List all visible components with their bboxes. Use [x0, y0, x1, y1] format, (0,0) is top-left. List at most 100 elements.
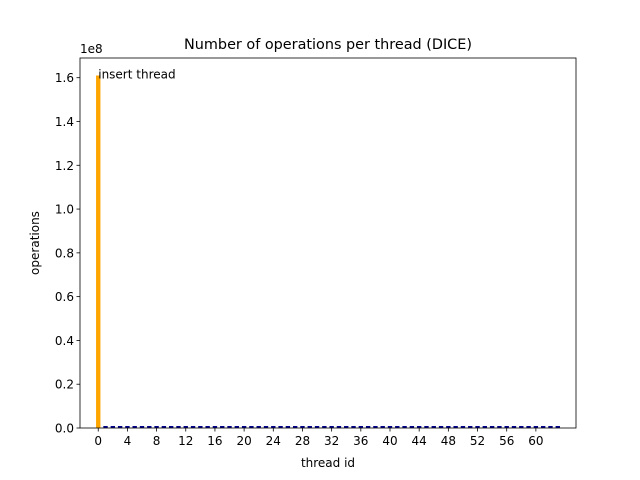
worker-thread-bar — [161, 426, 167, 428]
worker-thread-bar — [117, 426, 123, 428]
x-tick-label: 44 — [412, 434, 427, 448]
y-tick-label: 0.0 — [55, 422, 74, 436]
worker-thread-bar — [395, 426, 400, 428]
worker-thread-bar — [424, 426, 429, 428]
worker-thread-bar — [154, 426, 159, 428]
worker-thread-bar — [300, 426, 305, 428]
worker-thread-bar — [234, 426, 240, 428]
worker-thread-bar — [132, 426, 137, 428]
x-tick-label: 16 — [207, 434, 222, 448]
insert-thread-bar — [96, 75, 101, 428]
worker-thread-bar — [336, 426, 342, 428]
worker-thread-bar — [387, 426, 393, 428]
worker-thread-bar — [322, 426, 327, 428]
worker-thread-bar — [431, 426, 436, 428]
worker-thread-bar — [351, 426, 356, 428]
worker-thread-bar — [438, 426, 444, 428]
y-tick-label: 0.6 — [55, 290, 74, 304]
x-tick-label: 40 — [382, 434, 397, 448]
worker-thread-bar — [497, 426, 502, 428]
worker-thread-bar — [314, 426, 320, 428]
worker-thread-bar — [198, 426, 203, 428]
x-tick-label: 36 — [353, 434, 368, 448]
worker-thread-bar — [416, 426, 422, 428]
y-tick-label: 1.6 — [55, 71, 74, 85]
y-tick-label: 1.2 — [55, 159, 74, 173]
worker-thread-bar — [147, 426, 152, 428]
worker-thread-bar — [358, 426, 364, 428]
worker-thread-bar — [482, 426, 488, 428]
worker-thread-bar — [292, 426, 298, 428]
worker-thread-bar — [511, 426, 517, 428]
worker-thread-bar — [285, 426, 291, 428]
x-tick-label: 0 — [94, 434, 102, 448]
annotations-group: insert thread — [98, 68, 175, 82]
worker-thread-bar — [526, 426, 531, 428]
worker-thread-bar — [227, 426, 232, 428]
axes-frame — [79, 57, 577, 429]
worker-thread-bar — [212, 426, 218, 428]
worker-thread-bar — [249, 426, 254, 428]
y-axis-offset-label: 1e8 — [80, 42, 103, 56]
x-tick-label: 28 — [295, 434, 310, 448]
x-tick-label: 48 — [441, 434, 456, 448]
worker-thread-bar — [125, 426, 130, 428]
worker-thread-bar — [168, 426, 174, 428]
x-axis-ticks: 0 4 8 12 16 20 24 28 32 36 40 44 48 52 56 60 — [94, 428, 544, 448]
worker-thread-bar — [489, 426, 495, 428]
worker-thread-bar — [271, 426, 276, 428]
x-tick-label: 4 — [124, 434, 132, 448]
worker-thread-bar — [460, 426, 466, 428]
worker-thread-bar — [220, 426, 225, 428]
x-tick-label: 60 — [528, 434, 543, 448]
worker-thread-bar — [540, 426, 546, 428]
x-tick-label: 32 — [324, 434, 339, 448]
worker-thread-bar — [519, 426, 524, 428]
y-tick-label: 1.0 — [55, 203, 74, 217]
worker-thread-bar — [241, 426, 247, 428]
worker-thread-bar — [548, 426, 553, 428]
worker-thread-bar — [373, 426, 378, 428]
worker-thread-bar — [103, 426, 108, 428]
worker-thread-bar — [533, 426, 539, 428]
y-tick-label: 0.2 — [55, 378, 74, 392]
y-tick-label: 1.4 — [55, 115, 74, 129]
worker-thread-bar — [329, 426, 334, 428]
worker-thread-bar — [409, 426, 415, 428]
worker-thread-bar — [380, 426, 385, 428]
worker-thread-bar — [555, 426, 560, 428]
worker-thread-bar — [402, 426, 407, 428]
bars-group — [96, 75, 560, 428]
worker-thread-bar — [256, 426, 261, 428]
worker-thread-bar — [344, 426, 349, 428]
worker-thread-bar — [475, 426, 480, 428]
x-tick-label: 12 — [178, 434, 193, 448]
worker-thread-bar — [504, 426, 509, 428]
x-axis-label: thread id — [301, 456, 355, 470]
worker-thread-bar — [468, 426, 473, 428]
x-tick-label: 24 — [266, 434, 281, 448]
x-tick-label: 52 — [470, 434, 485, 448]
y-tick-label: 0.8 — [55, 246, 74, 260]
bar-annotation: insert thread — [98, 68, 175, 82]
x-tick-label: 20 — [236, 434, 251, 448]
worker-thread-bar — [365, 426, 371, 428]
y-axis-label: operations — [28, 211, 42, 275]
worker-thread-bar — [176, 426, 181, 428]
chart-title: Number of operations per thread (DICE) — [184, 37, 472, 53]
worker-thread-bar — [190, 426, 196, 428]
worker-thread-bar — [453, 426, 458, 428]
y-axis-ticks: 0.0 0.2 0.4 0.6 0.8 1.0 1.2 1.4 1.6 — [55, 71, 80, 436]
x-tick-label: 56 — [499, 434, 514, 448]
x-tick-label: 8 — [153, 434, 161, 448]
worker-thread-bar — [183, 426, 188, 428]
worker-thread-bar — [139, 426, 145, 428]
worker-thread-bar — [110, 426, 116, 428]
worker-thread-bar — [263, 426, 269, 428]
worker-thread-bar — [278, 426, 283, 428]
y-tick-label: 0.4 — [55, 334, 74, 348]
worker-thread-bar — [446, 426, 451, 428]
worker-thread-bar — [307, 426, 312, 428]
